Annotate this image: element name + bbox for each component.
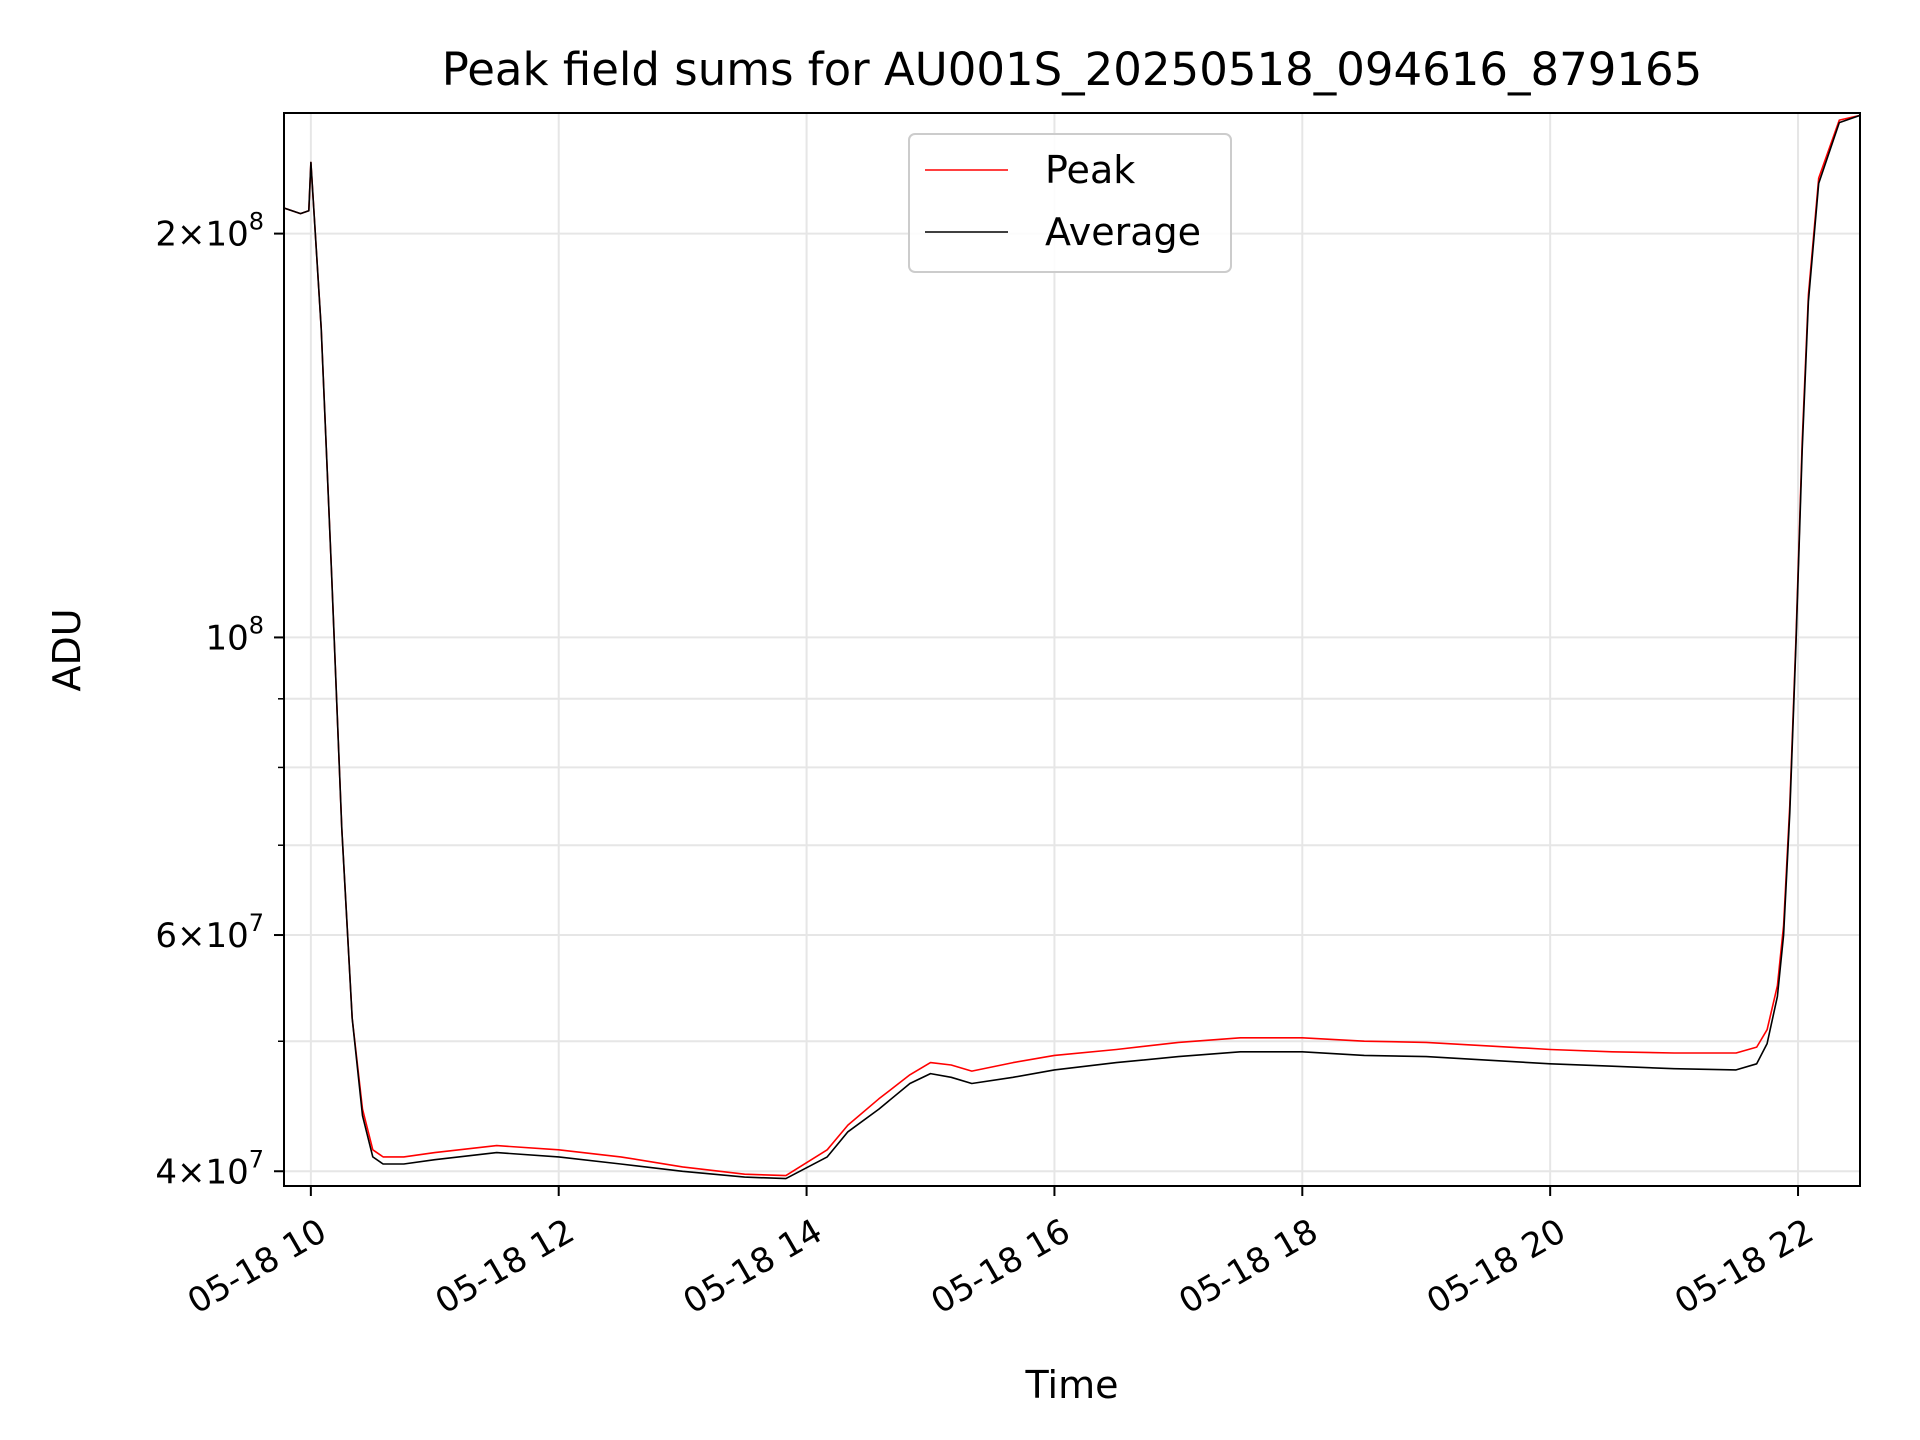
series-line-peak (284, 114, 1860, 1177)
legend-label-average: Average (1045, 210, 1201, 254)
y-axis-label: ADU (45, 608, 89, 691)
y-tick-label: 6×107 (155, 909, 264, 956)
chart-title: Peak field sums for AU001S_20250518_0946… (442, 43, 1703, 96)
series-line-average (284, 114, 1860, 1180)
y-axis: 4×107 6×107 108 2×108 (155, 208, 284, 1192)
y-tick-label: 2×108 (155, 208, 264, 255)
plot-frame (283, 112, 1861, 1187)
legend[interactable]: Peak Average (908, 133, 1232, 273)
legend-label-peak: Peak (1045, 148, 1135, 192)
series-layer (284, 114, 1860, 1180)
x-axis-label: Time (1025, 1363, 1119, 1407)
y-tick-label: 4×107 (155, 1145, 264, 1192)
y-tick-label: 108 (205, 611, 264, 658)
legend-box (908, 133, 1232, 273)
